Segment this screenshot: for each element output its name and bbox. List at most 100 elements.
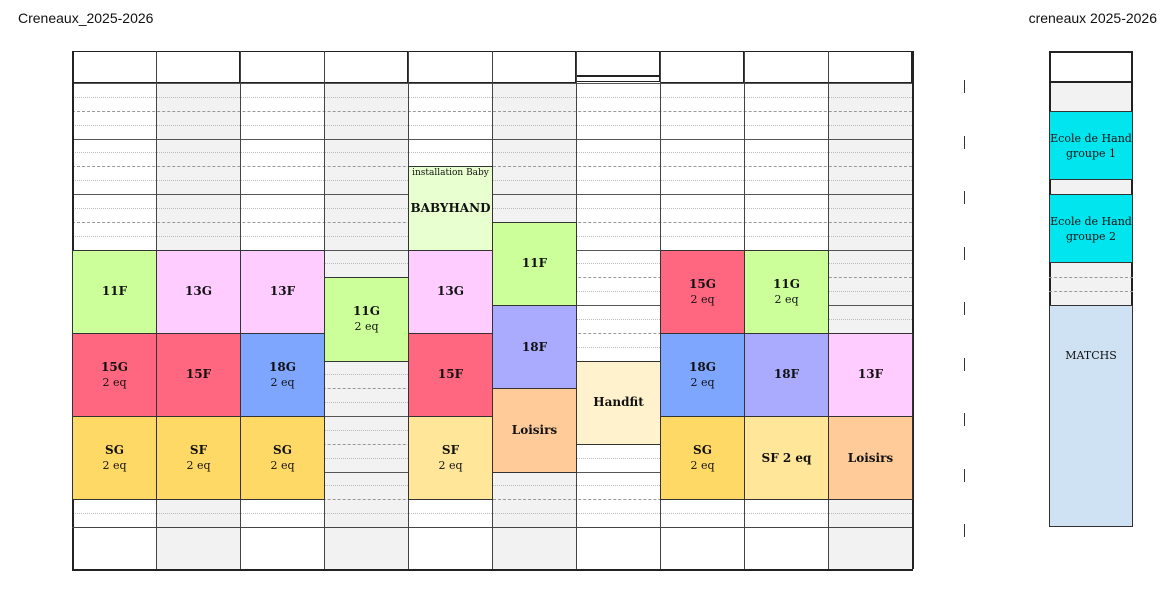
venue-label xyxy=(156,527,240,569)
slot-block[interactable]: 11G 2 eq xyxy=(744,249,829,334)
slot-group: 15G xyxy=(689,276,716,291)
slot-group: 13G xyxy=(185,284,212,299)
saturday-slot-title: MATCHS xyxy=(1065,349,1117,362)
slot-detail: 2 eq xyxy=(102,375,127,389)
slot-block[interactable]: SG 2 eq xyxy=(72,416,157,501)
document-title-right: creneaux 2025-2026 xyxy=(1028,10,1157,26)
slot-block[interactable]: 15F xyxy=(156,332,241,417)
slot-block[interactable]: installation Baby BABYHAND xyxy=(408,166,493,251)
slot-group: SG xyxy=(105,443,124,458)
slot-block[interactable]: Handfit xyxy=(576,360,661,445)
venue-label xyxy=(744,527,828,569)
slot-group: SG xyxy=(273,443,292,458)
slot-block[interactable]: 11F xyxy=(72,249,157,334)
venue-label xyxy=(576,527,660,569)
hour-tick xyxy=(964,468,965,482)
venue-label xyxy=(240,527,324,569)
slot-group: Loisirs xyxy=(847,450,894,465)
slot-block[interactable]: 18G 2 eq xyxy=(240,332,325,417)
slot-detail: 2 eq xyxy=(102,459,127,473)
slot-block[interactable]: 13F xyxy=(828,332,913,417)
hour-tick xyxy=(964,80,965,93)
venue-label xyxy=(72,527,156,569)
grid-line xyxy=(1049,291,1133,292)
slot-group: 11G xyxy=(773,276,800,291)
slot-group: BABYHAND xyxy=(410,200,491,215)
saturday-slot-title: Ecole de Hand xyxy=(1050,214,1132,228)
saturday-slot-title: Ecole de Hand xyxy=(1050,131,1132,145)
hour-tick xyxy=(964,135,965,149)
slot-group: 13F xyxy=(269,284,296,299)
slot-detail: 2 eq xyxy=(690,459,715,473)
slot-block[interactable]: 13G xyxy=(408,249,493,334)
slot-note: installation Baby xyxy=(412,168,489,179)
hour-tick xyxy=(964,302,965,315)
hour-tick xyxy=(964,357,965,371)
slot-block[interactable]: SF 2 eq xyxy=(408,416,493,501)
slot-block[interactable]: SF 2 eq xyxy=(156,416,241,501)
slot-group: 15F xyxy=(437,367,464,382)
slot-group: 13G xyxy=(437,284,464,299)
slot-group: 18G xyxy=(269,359,296,374)
slot-group: SF xyxy=(189,443,208,458)
slot-detail: 2 eq xyxy=(438,459,463,473)
slot-detail: 2 eq xyxy=(270,459,295,473)
slot-block[interactable]: 13F xyxy=(240,249,325,334)
slot-group: 18G xyxy=(689,359,716,374)
saturday-slot[interactable]: Ecole de Hand groupe 1 xyxy=(1049,111,1133,180)
slot-group: 18F xyxy=(773,367,800,382)
header-rule xyxy=(576,76,660,82)
grid-bottom xyxy=(72,569,913,571)
venue-rule xyxy=(72,527,912,528)
slot-block[interactable]: 18G 2 eq xyxy=(660,332,745,417)
venue-label xyxy=(324,527,408,569)
slot-block[interactable]: Loisirs xyxy=(828,416,913,501)
slot-block[interactable]: 15G 2 eq xyxy=(660,249,745,334)
venue-label xyxy=(660,527,744,569)
hour-tick xyxy=(964,413,965,426)
slot-block[interactable]: 11F xyxy=(492,221,577,306)
column-border xyxy=(912,51,914,569)
day-header xyxy=(660,51,744,83)
slot-block[interactable]: SG 2 eq xyxy=(240,416,325,501)
slot-detail: 2 eq xyxy=(186,459,211,473)
slot-group: Loisirs xyxy=(511,422,558,437)
slot-detail: 2 eq xyxy=(354,320,379,334)
slot-group: 15G xyxy=(101,359,128,374)
slot-group: 15F xyxy=(185,367,212,382)
slot-group: 11G xyxy=(353,304,380,319)
venue-label xyxy=(408,527,492,569)
slot-block[interactable]: 11G 2 eq xyxy=(324,277,409,362)
slot-block[interactable]: Loisirs xyxy=(492,388,577,473)
saturday-slot[interactable]: MATCHS xyxy=(1049,305,1133,527)
slot-group: SF xyxy=(441,443,460,458)
day-header-saturday xyxy=(1049,51,1133,83)
hour-tick xyxy=(964,191,965,204)
slot-block[interactable]: 18F xyxy=(492,305,577,390)
slot-group: SG xyxy=(693,443,712,458)
slot-detail: 2 eq xyxy=(690,375,715,389)
slot-group: 13F xyxy=(857,367,884,382)
slot-group: Handfit xyxy=(593,395,644,410)
slot-detail: 2 eq xyxy=(270,375,295,389)
slot-block[interactable]: SF 2 eq xyxy=(744,416,829,501)
grid-line xyxy=(1049,277,1133,278)
saturday-slot-subtitle: groupe 2 xyxy=(1065,229,1117,243)
slot-block[interactable]: 13G xyxy=(156,249,241,334)
slot-block[interactable]: 15G 2 eq xyxy=(72,332,157,417)
slot-detail: 2 eq xyxy=(774,292,799,306)
saturday-slot-subtitle: groupe 1 xyxy=(1065,146,1117,160)
hour-tick xyxy=(964,524,965,537)
slot-block[interactable]: 18F xyxy=(744,332,829,417)
hour-tick xyxy=(964,246,965,260)
slot-group: 18F xyxy=(521,339,548,354)
slot-group: 11F xyxy=(521,256,548,271)
document-title: Creneaux_2025-2026 xyxy=(18,10,154,26)
day-header xyxy=(576,51,660,76)
saturday-slot[interactable]: Ecole de Hand groupe 2 xyxy=(1049,194,1133,263)
slot-block[interactable]: 15F xyxy=(408,332,493,417)
slot-detail: 2 eq xyxy=(690,292,715,306)
venue-label xyxy=(828,527,912,569)
slot-group: SF 2 eq xyxy=(761,450,812,465)
slot-block[interactable]: SG 2 eq xyxy=(660,416,745,501)
